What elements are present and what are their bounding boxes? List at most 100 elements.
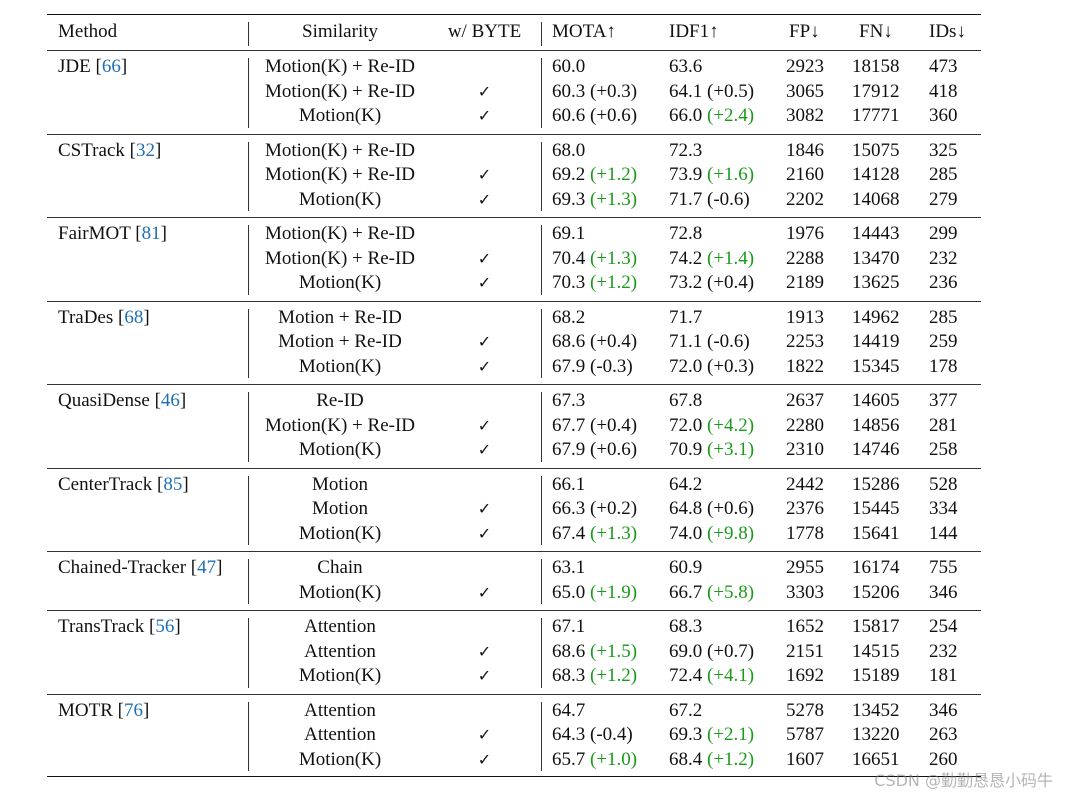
- mota-cell: 67.7 (+0.4): [552, 414, 637, 439]
- mota-cell: 68.6 (+1.5): [552, 640, 637, 665]
- mota-cell-value: 60.0: [552, 56, 586, 77]
- fp-cell: 2151: [786, 640, 824, 662]
- citation-link[interactable]: 66: [101, 56, 121, 77]
- mota-cell: 67.9 (-0.3): [552, 355, 633, 380]
- idf1-cell: 64.2: [669, 473, 702, 498]
- idf1-cell: 74.2 (+1.4): [669, 247, 754, 272]
- mota-cell: 67.4 (+1.3): [552, 522, 637, 547]
- table-row: Motion(K) + Re-ID ✓ 67.7 (+0.4) 72.0 (+4.2)…: [47, 414, 981, 439]
- idf1-cell-value: 63.6: [669, 56, 703, 77]
- mota-cell-delta: (+1.2): [590, 665, 638, 686]
- ids-cell: 260: [929, 748, 958, 770]
- similarity-cell: Motion(K): [298, 522, 382, 544]
- table-row: Motion(K) + Re-ID 60.0 63.6 2923 18158 473: [47, 55, 981, 80]
- similarity-cell: Motion(K): [298, 355, 382, 377]
- idf1-cell-value: 74.2: [669, 247, 703, 269]
- idf1-cell: 60.9: [669, 556, 702, 581]
- byte-check-icon: ✓: [477, 499, 492, 518]
- byte-check-icon: ✓: [477, 248, 492, 268]
- idf1-cell-delta: (+5.8): [707, 581, 755, 603]
- similarity-cell: Attention: [304, 616, 376, 637]
- method-block: CenterTrack [85] Motion 66.1 64.2 2442 15286 5…: [47, 473, 981, 547]
- byte-check-icon: ✓: [477, 332, 492, 351]
- header-similarity: Similarity: [302, 21, 378, 42]
- fp-cell: 2442: [786, 473, 824, 495]
- ids-cell: 258: [929, 439, 958, 460]
- mota-cell: 60.3 (+0.3): [552, 80, 637, 105]
- mota-cell-value: 69.1: [552, 223, 586, 244]
- citation-link[interactable]: 76: [123, 699, 143, 721]
- method-block: FairMOT [81] Motion(K) + Re-ID 69.1 72.8 197…: [47, 222, 981, 296]
- mota-cell-delta: (+1.0): [590, 748, 638, 770]
- mota-cell: 67.9 (+0.6): [552, 438, 637, 463]
- method-label: Chained-Tracker: [58, 557, 187, 578]
- similarity-cell: Motion: [312, 473, 368, 495]
- idf1-cell-delta: (-0.6): [707, 331, 750, 352]
- idf1-cell-value: 70.9: [669, 439, 703, 460]
- group-rule: [47, 300, 981, 302]
- similarity-cell: Motion + Re-ID: [278, 331, 402, 352]
- fn-cell: 14068: [852, 188, 900, 210]
- fp-cell: 2280: [786, 414, 824, 436]
- method-block: QuasiDense [46] Re-ID 67.3 67.8 2637 14605 377…: [47, 389, 981, 463]
- similarity-cell: Attention: [304, 699, 376, 721]
- fp-cell: 1913: [786, 306, 824, 328]
- top-rule: [47, 14, 981, 15]
- fn-cell: 13470: [852, 247, 900, 269]
- fp-cell: 1846: [786, 139, 824, 161]
- mota-cell-delta: (+1.3): [590, 247, 638, 269]
- byte-check-icon: ✓: [477, 666, 492, 685]
- citation-link[interactable]: 46: [160, 390, 180, 411]
- similarity-cell: Motion(K) + Re-ID: [264, 56, 416, 77]
- mota-cell-value: 60.6: [552, 105, 586, 126]
- citation-link[interactable]: 47: [197, 557, 217, 578]
- citation-link[interactable]: 68: [124, 306, 144, 328]
- table-row: Motion(K) ✓ 65.0 (+1.9) 66.7 (+5.8) 3303 1520…: [47, 581, 981, 606]
- similarity-cell: Motion(K) + Re-ID: [264, 247, 416, 269]
- similarity-cell: Motion(K) + Re-ID: [264, 223, 416, 244]
- header-idf1: IDF1↑: [669, 21, 719, 42]
- table-row: Chain 63.1 60.9 2955 16174 755: [47, 556, 981, 581]
- idf1-cell-delta: (+9.8): [707, 522, 755, 544]
- idf1-cell: 74.0 (+9.8): [669, 522, 754, 547]
- idf1-cell-value: 71.7: [669, 188, 703, 210]
- citation-link[interactable]: 56: [155, 616, 175, 637]
- mota-cell-value: 65.0: [552, 581, 586, 603]
- fp-cell: 1607: [786, 748, 824, 770]
- byte-check-icon: ✓: [477, 749, 492, 769]
- similarity-cell: Motion(K): [298, 665, 382, 686]
- group-rule: [47, 610, 981, 611]
- citation-link[interactable]: 32: [135, 139, 155, 161]
- watermark: CSDN @勤勤恳恳小码牛: [874, 771, 1053, 790]
- idf1-cell-value: 67.2: [669, 699, 703, 721]
- mota-cell-value: 68.2: [552, 306, 586, 328]
- mota-cell-value: 67.1: [552, 616, 586, 637]
- column-divider: [541, 392, 542, 462]
- method-label: CSTrack: [58, 139, 125, 161]
- mota-cell-value: 65.7: [552, 748, 586, 770]
- column-divider: [541, 701, 542, 771]
- mota-cell: 70.3 (+1.2): [552, 271, 637, 296]
- idf1-cell: 72.4 (+4.1): [669, 664, 754, 689]
- citation-link[interactable]: 85: [163, 473, 183, 495]
- fn-cell: 18158: [852, 56, 900, 77]
- idf1-cell: 69.0 (+0.7): [669, 640, 754, 665]
- fp-cell: 1778: [786, 522, 824, 544]
- byte-check-icon: ✓: [477, 81, 492, 101]
- ids-cell: 299: [929, 223, 958, 244]
- mota-cell: 68.3 (+1.2): [552, 664, 637, 689]
- mota-cell-value: 67.9: [552, 355, 586, 377]
- mota-cell-value: 68.6: [552, 640, 586, 662]
- mota-cell: 68.6 (+0.4): [552, 330, 637, 355]
- fp-cell: 1692: [786, 665, 824, 686]
- table-row: Motion(K) + Re-ID ✓ 60.3 (+0.3) 64.1 (+0.5)…: [47, 80, 981, 105]
- group-rule: [47, 693, 981, 695]
- table-row: Re-ID 67.3 67.8 2637 14605 377: [47, 389, 981, 414]
- fp-cell: 5278: [786, 699, 824, 721]
- header-mota: MOTA↑: [552, 21, 616, 42]
- idf1-cell-value: 73.2: [669, 272, 703, 293]
- byte-check-icon: ✓: [477, 273, 492, 292]
- citation-link[interactable]: 81: [141, 223, 161, 244]
- table-row: Motion(K) + Re-ID ✓ 70.4 (+1.3) 74.2 (+1.4)…: [47, 247, 981, 272]
- table-row: Motion(K) ✓ 67.9 (-0.3) 72.0 (+0.3) 1822 1534…: [47, 355, 981, 380]
